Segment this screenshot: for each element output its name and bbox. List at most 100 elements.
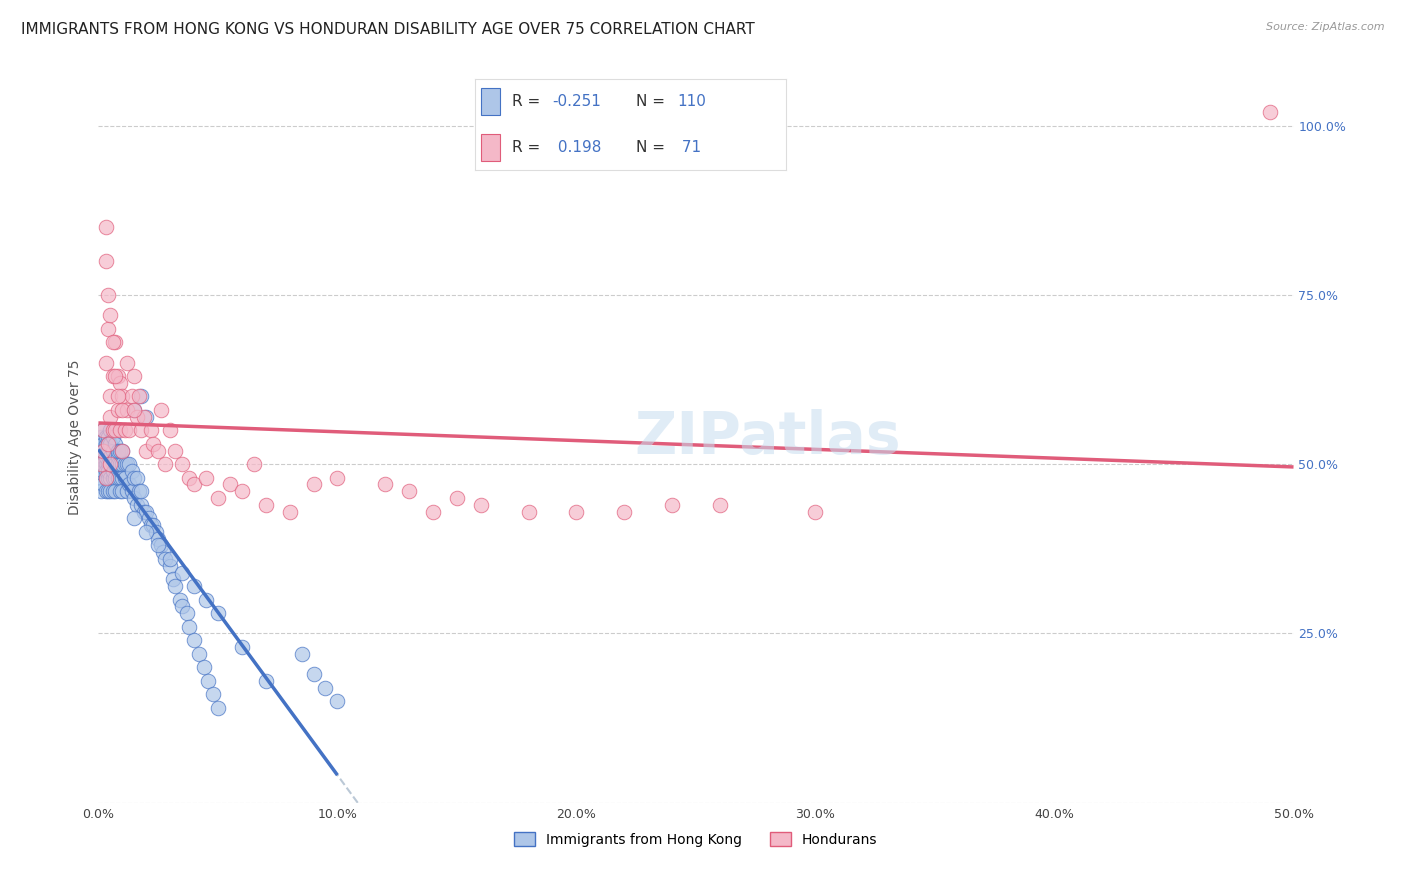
Point — [115, 355, 138, 369]
Point — [97, 430, 120, 444]
Point — [104, 450, 127, 465]
Point — [108, 471, 131, 485]
Point — [101, 430, 124, 444]
Point — [254, 673, 277, 688]
Point — [159, 423, 181, 437]
Point — [107, 471, 129, 485]
Point — [97, 457, 120, 471]
Point — [125, 498, 148, 512]
Point — [97, 484, 120, 499]
Point — [202, 688, 225, 702]
Point — [115, 457, 138, 471]
Point — [135, 524, 157, 539]
Point — [193, 660, 215, 674]
Point — [97, 471, 120, 485]
Point — [231, 484, 253, 499]
Point — [149, 538, 172, 552]
Point — [121, 464, 143, 478]
Point — [107, 389, 129, 403]
Point — [104, 423, 127, 437]
Point — [104, 335, 127, 350]
Point — [163, 443, 186, 458]
Point — [254, 498, 277, 512]
Point — [148, 443, 170, 458]
Point — [108, 443, 131, 458]
Point — [90, 443, 112, 458]
Point — [98, 457, 122, 471]
Point — [219, 477, 242, 491]
Point — [90, 471, 112, 485]
Point — [90, 457, 112, 471]
Point — [108, 423, 131, 437]
Point — [90, 484, 112, 499]
Point — [101, 471, 124, 485]
Point — [114, 471, 136, 485]
Point — [804, 505, 827, 519]
Point — [183, 579, 205, 593]
Point — [172, 566, 194, 580]
Text: ZIPatlas: ZIPatlas — [634, 409, 901, 466]
Point — [91, 464, 114, 478]
Point — [128, 484, 150, 499]
Point — [326, 471, 349, 485]
Point — [142, 437, 165, 451]
Point — [101, 369, 124, 384]
Point — [91, 450, 114, 465]
Point — [128, 389, 150, 403]
Point — [148, 532, 170, 546]
Point — [91, 457, 114, 471]
Point — [97, 437, 120, 451]
Point — [470, 498, 492, 512]
Point — [124, 403, 146, 417]
Point — [162, 572, 184, 586]
Point — [121, 484, 143, 499]
Point — [195, 592, 218, 607]
Point — [661, 498, 683, 512]
Point — [107, 450, 129, 465]
Point — [125, 409, 148, 424]
Point — [94, 450, 117, 465]
Point — [91, 437, 114, 451]
Point — [111, 389, 134, 403]
Point — [94, 220, 117, 235]
Point — [124, 369, 146, 384]
Point — [326, 694, 349, 708]
Point — [149, 403, 172, 417]
Point — [94, 437, 117, 451]
Point — [302, 477, 325, 491]
Point — [111, 457, 134, 471]
Point — [101, 457, 124, 471]
Point — [97, 464, 120, 478]
Point — [124, 511, 146, 525]
Point — [163, 579, 186, 593]
Point — [98, 450, 122, 465]
Point — [179, 620, 201, 634]
Point — [183, 477, 205, 491]
Point — [115, 484, 138, 499]
Point — [124, 491, 146, 505]
Point — [142, 518, 165, 533]
Point — [107, 443, 129, 458]
Point — [197, 673, 219, 688]
Point — [422, 505, 444, 519]
Point — [104, 484, 127, 499]
Point — [145, 524, 167, 539]
Point — [91, 423, 114, 437]
Point — [108, 376, 131, 390]
Point — [91, 477, 114, 491]
Point — [98, 308, 122, 322]
Point — [97, 443, 120, 458]
Point — [94, 471, 117, 485]
Point — [94, 430, 117, 444]
Point — [94, 464, 117, 478]
Point — [159, 558, 181, 573]
Point — [207, 606, 229, 620]
Point — [187, 647, 209, 661]
Point — [135, 443, 157, 458]
Point — [118, 423, 141, 437]
Point — [613, 505, 636, 519]
Legend: Immigrants from Hong Kong, Hondurans: Immigrants from Hong Kong, Hondurans — [515, 832, 877, 847]
Point — [139, 518, 162, 533]
Point — [159, 552, 181, 566]
Point — [90, 457, 112, 471]
